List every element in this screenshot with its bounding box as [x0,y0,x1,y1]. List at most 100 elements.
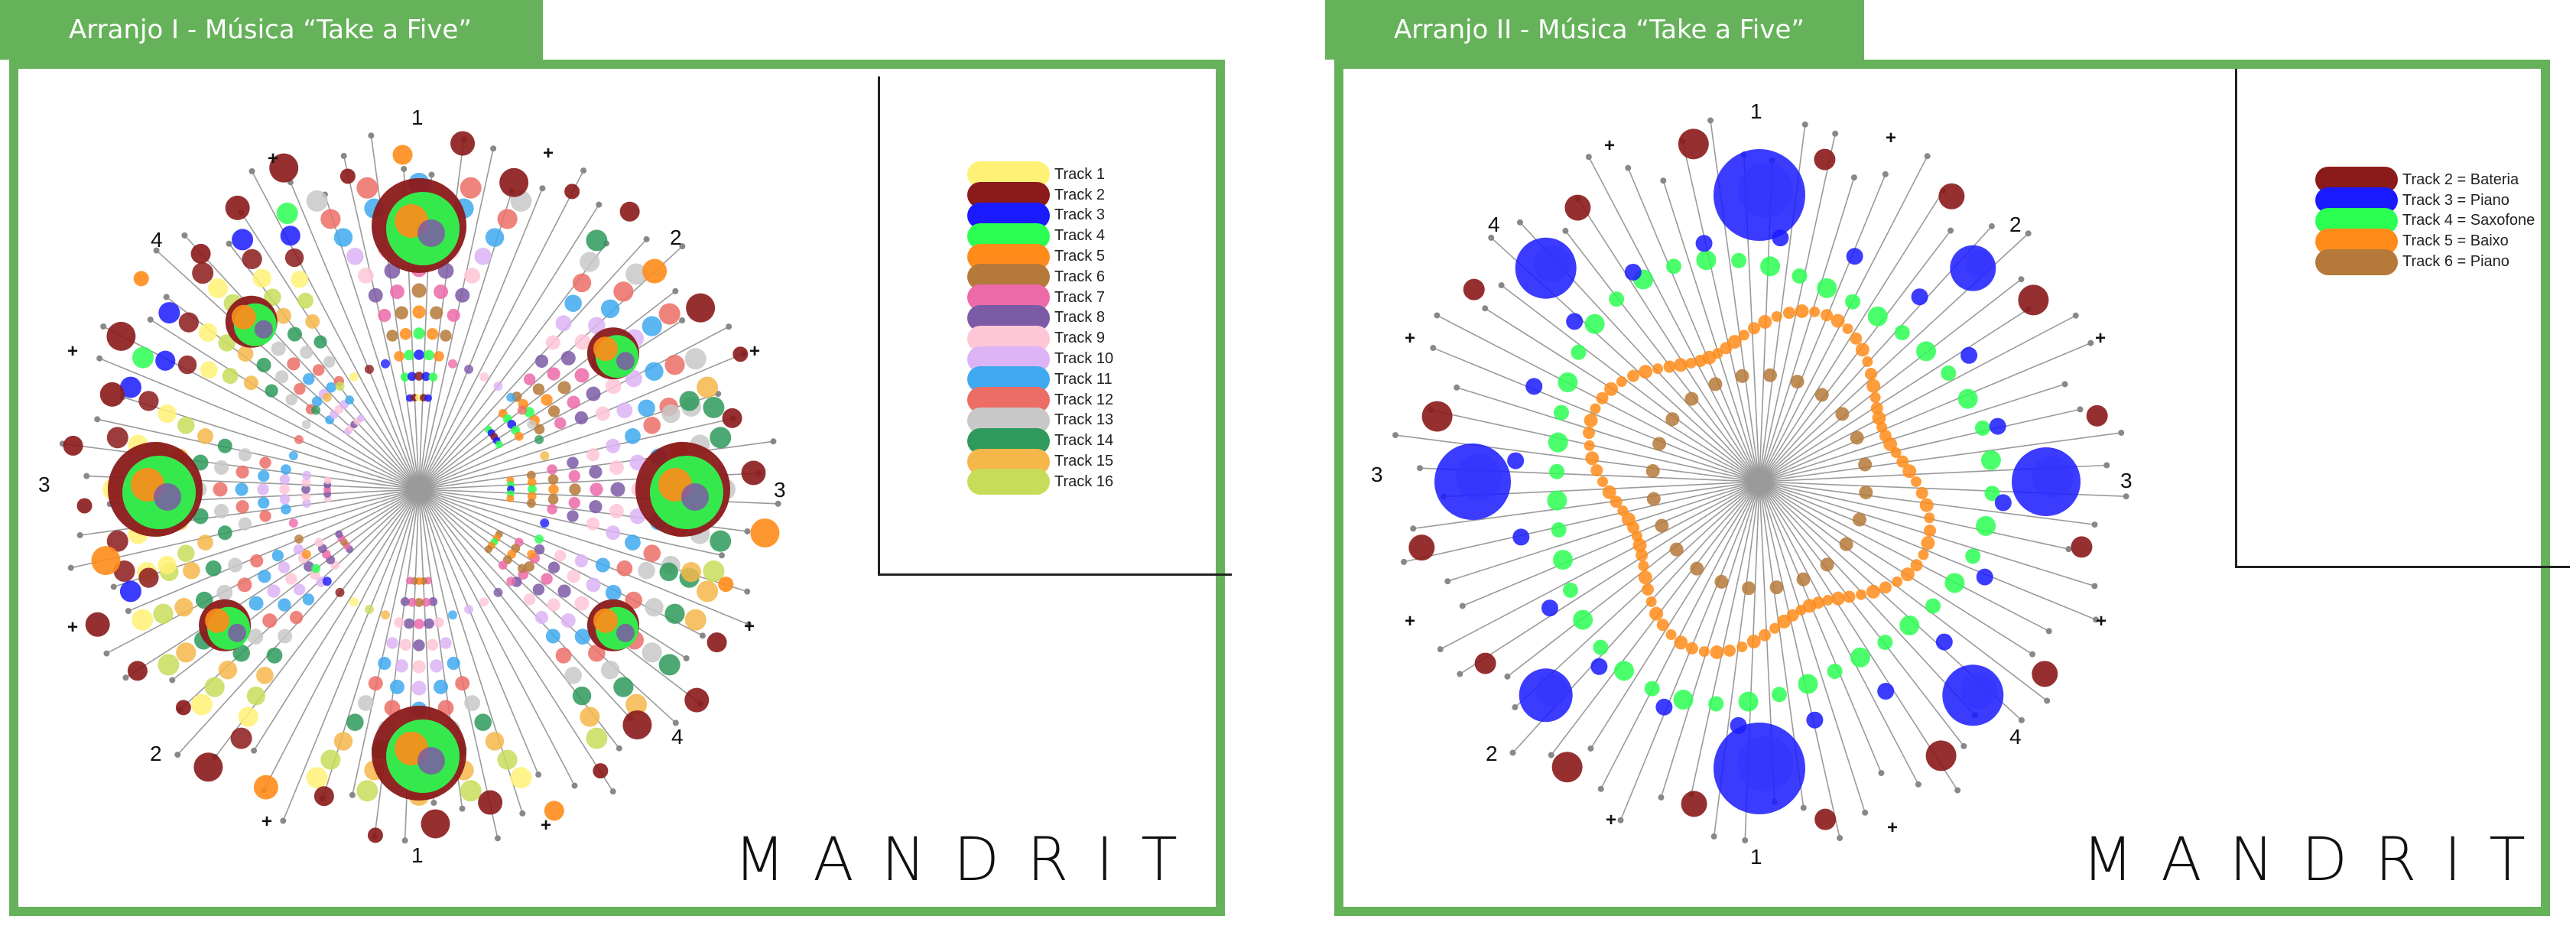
track-dot [1790,375,1804,389]
spoke-line [1432,347,1760,482]
track-dot [722,408,742,428]
legend-label: Track 13 [1054,411,1114,429]
spoke-line [1759,481,1965,747]
track-dot [595,406,610,421]
spoke-line [1660,481,1760,798]
track-dot [586,229,608,252]
spoke-tip [1837,835,1843,842]
track-dot [1566,313,1584,330]
track-dot [479,597,489,607]
spoke-line [418,170,584,490]
track-dot [236,465,249,479]
track-dot [1960,672,1998,710]
spoke-tip [1516,219,1523,226]
track-dot [414,349,424,360]
track-dot [271,341,286,356]
track-dot [564,294,582,312]
spoke-tip [1617,817,1624,823]
track-dot [625,263,648,285]
track-dot [506,392,516,402]
track-dot [560,613,576,629]
spoke-tip [539,185,546,192]
track-dot [1777,614,1792,629]
track-dot [1957,388,1978,409]
track-dot [271,549,284,562]
spoke-line [418,489,614,792]
track-dot [1965,548,1981,564]
spoke-tip [76,532,83,539]
track-dot [527,477,537,487]
spoke-tip [2061,381,2068,388]
track-dot [154,483,181,511]
arrangement-2-panel: Arranjo II - Música “Take a Five” 1 1 2 … [1325,0,2570,929]
track-dot [1632,538,1647,553]
axis-label-3-left: 3 [38,473,50,496]
spoke-tip [459,805,466,812]
track-dot [1772,229,1789,247]
spoke-tip [2029,651,2036,658]
track-dot [588,317,606,335]
axis-label-1-top: 1 [1750,99,1762,123]
track-dot [557,381,571,395]
track-dot [1902,464,1917,479]
spoke-tip [672,287,679,294]
track-dot [1553,404,1569,421]
track-dot [421,809,450,839]
spoke-line [1459,481,1760,675]
spoke-tip [1742,837,1749,844]
legend-swatch [967,469,1050,495]
axis-label-1-top: 1 [411,106,424,129]
track-dot [1866,584,1880,599]
track-dot [1845,294,1861,310]
legend-label: Track 6 = Piano [2402,253,2509,271]
track-dot [1769,622,1781,634]
track-dot [294,534,304,544]
spoke-tip [2077,406,2084,413]
track-dot [1655,518,1669,533]
spoke-tip [609,788,616,795]
track-dot [1817,278,1837,298]
track-dot [1564,194,1591,221]
track-dot [242,248,262,269]
spoke-tip [349,791,356,798]
track-dot [1883,437,1898,451]
track-dot [541,573,553,585]
spoke-line [179,489,420,711]
spoke-tip [2018,276,2025,283]
track-dot [258,570,271,583]
track-dot [278,598,291,612]
track-dot [1809,306,1821,317]
track-dot [684,687,710,713]
spoke-tip [1401,558,1408,565]
track-dot [478,790,503,815]
spoke-line [1759,481,1958,791]
track-dot [1919,498,1934,512]
track-dot [278,561,291,573]
track-dot [1558,372,1578,393]
legend-label: Track 7 [1054,288,1105,306]
track-dot [198,323,218,342]
track-dot [1649,606,1664,621]
track-dot [707,632,727,653]
track-dot [1935,633,1953,651]
track-dot [580,252,600,272]
track-dot [214,504,229,519]
track-dot [497,749,518,770]
track-dot [411,283,427,298]
track-dot [1759,629,1772,642]
track-dot [1723,644,1736,657]
track-dot [1796,572,1811,586]
track-dot [1593,639,1609,655]
track-dot [284,248,304,268]
spoke-line [418,489,539,775]
plus-mark: + [1606,810,1616,830]
track-dot [1571,344,1587,360]
panel-title: Arranjo I - Música “Take a Five” [0,0,543,60]
track-dot [1852,512,1866,527]
axis-label-4-top: 4 [1488,213,1500,236]
track-dot [1665,412,1680,427]
track-dot [545,335,560,350]
track-dot [540,518,550,528]
track-dot [625,369,643,388]
track-dot [1547,490,1567,511]
